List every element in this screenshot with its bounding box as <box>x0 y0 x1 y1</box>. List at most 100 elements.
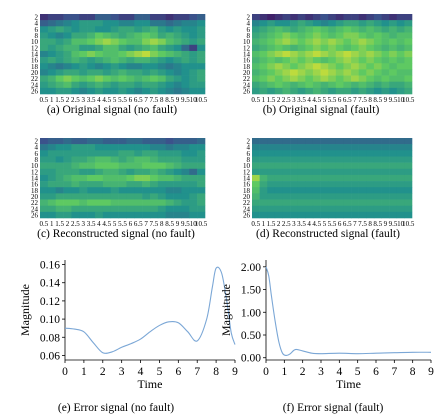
y-tick-label: 12 <box>243 168 251 176</box>
heatmap-cell <box>118 199 127 206</box>
heatmap-cell <box>366 150 375 157</box>
heatmap-cell <box>110 32 119 39</box>
heatmap-cell <box>95 187 104 194</box>
heatmap-cell <box>87 199 96 206</box>
heatmap-cell <box>181 87 190 95</box>
heatmap-cell <box>79 193 88 200</box>
heatmap-cell <box>87 168 96 176</box>
heatmap-cell <box>396 199 405 206</box>
heatmap-cell <box>79 162 88 170</box>
heatmap-cell <box>320 57 329 64</box>
x-tick-label: 9 <box>176 220 180 228</box>
heatmap-cell <box>79 81 88 89</box>
heatmap-cell <box>102 187 112 194</box>
y-tick-label: 0.00 <box>241 353 261 365</box>
heatmap-cell <box>351 144 359 151</box>
heatmap-cell <box>95 193 104 200</box>
heatmap-cell <box>389 205 398 213</box>
heatmap-cell <box>173 156 182 163</box>
heatmap-cell <box>181 150 190 157</box>
heatmap-cell <box>282 81 291 89</box>
heatmap-cell <box>358 211 367 219</box>
heatmap-cell <box>389 156 398 163</box>
y-tick-label: 10 <box>243 38 251 46</box>
heatmap-cell <box>197 150 206 157</box>
heatmap-cell <box>328 138 337 145</box>
heatmap-cell <box>358 205 367 213</box>
heatmap-cell <box>396 174 405 182</box>
heatmap-cell <box>150 156 159 163</box>
y-tick-label: 16 <box>243 57 251 65</box>
heatmap-cell <box>404 168 413 176</box>
heatmap-cell <box>351 57 359 64</box>
heatmap-cell <box>312 63 321 70</box>
heatmap-cell <box>312 44 321 52</box>
heatmap-cell <box>95 44 104 52</box>
heatmap-cell <box>110 162 119 170</box>
heatmap-cell <box>328 162 337 170</box>
heatmap-cell <box>381 193 390 200</box>
heatmap-cell <box>189 199 198 206</box>
heatmap-cell <box>63 144 72 151</box>
heatmap-cell <box>189 38 198 46</box>
heatmap-cell <box>312 150 321 157</box>
x-tick-label: 5.5 <box>328 96 337 104</box>
heatmap-cell <box>165 205 174 213</box>
heatmap-cell <box>282 174 291 182</box>
heatmap-cell <box>118 150 127 157</box>
heatmap-cell <box>95 50 104 58</box>
heatmap-cell <box>126 69 135 76</box>
heatmap-cell <box>95 150 104 157</box>
heatmap-cell <box>343 63 352 70</box>
y-tick-label: 6 <box>247 26 251 34</box>
heatmap-cell <box>328 181 337 188</box>
heatmap-cell <box>297 211 306 219</box>
heatmap-cell <box>95 144 104 151</box>
heatmap-cell <box>381 32 390 39</box>
heatmap-cell <box>134 156 143 163</box>
x-tick-label: 7 <box>144 96 148 104</box>
heatmap-cell <box>396 69 405 76</box>
heatmap-cell <box>79 138 88 145</box>
heatmap-cell <box>173 81 182 89</box>
heatmap-cell <box>274 156 283 163</box>
heatmap-cell <box>40 187 49 194</box>
heatmap-cell <box>142 162 151 170</box>
heatmap-cell <box>267 150 276 157</box>
heatmap-cell <box>189 144 198 151</box>
heatmap-cell <box>118 63 127 70</box>
heatmap-cell <box>87 138 96 145</box>
heatmap-cell <box>343 156 352 163</box>
heatmap-cell <box>197 211 206 219</box>
heatmap-cell <box>259 193 268 200</box>
heatmap-cell <box>150 174 159 182</box>
heatmap-cell <box>381 138 390 145</box>
heatmap-cell <box>102 205 112 213</box>
heatmap-cell <box>102 14 112 21</box>
heatmap-cell <box>267 14 276 21</box>
heatmap-cell <box>290 181 299 188</box>
heatmap-cell <box>297 50 306 58</box>
heatmap-cell <box>173 144 182 151</box>
x-axis-label: Time <box>138 377 163 391</box>
heatmap-cell <box>267 205 276 213</box>
heatmap-cell <box>71 168 80 176</box>
heatmap-cell <box>71 150 80 157</box>
heatmap-cell <box>282 44 291 52</box>
heatmap-cell <box>381 205 390 213</box>
y-tick-label: 2 <box>247 138 251 146</box>
heatmap-cell <box>142 144 151 151</box>
heatmap-cell <box>110 168 119 176</box>
heatmap-cell <box>142 193 151 200</box>
heatmap-cell <box>366 211 375 219</box>
heatmap-cell <box>150 168 159 176</box>
heatmap-cell <box>71 69 80 76</box>
heatmap-cell <box>274 199 283 206</box>
heatmap-cell <box>343 81 352 89</box>
heatmap-cell <box>79 150 88 157</box>
x-tick-label: 4 <box>138 366 144 378</box>
heatmap-cell <box>358 199 367 206</box>
heatmap-cell <box>102 63 112 70</box>
heatmap-cell <box>328 63 337 70</box>
x-tick-label: 5 <box>323 220 327 228</box>
